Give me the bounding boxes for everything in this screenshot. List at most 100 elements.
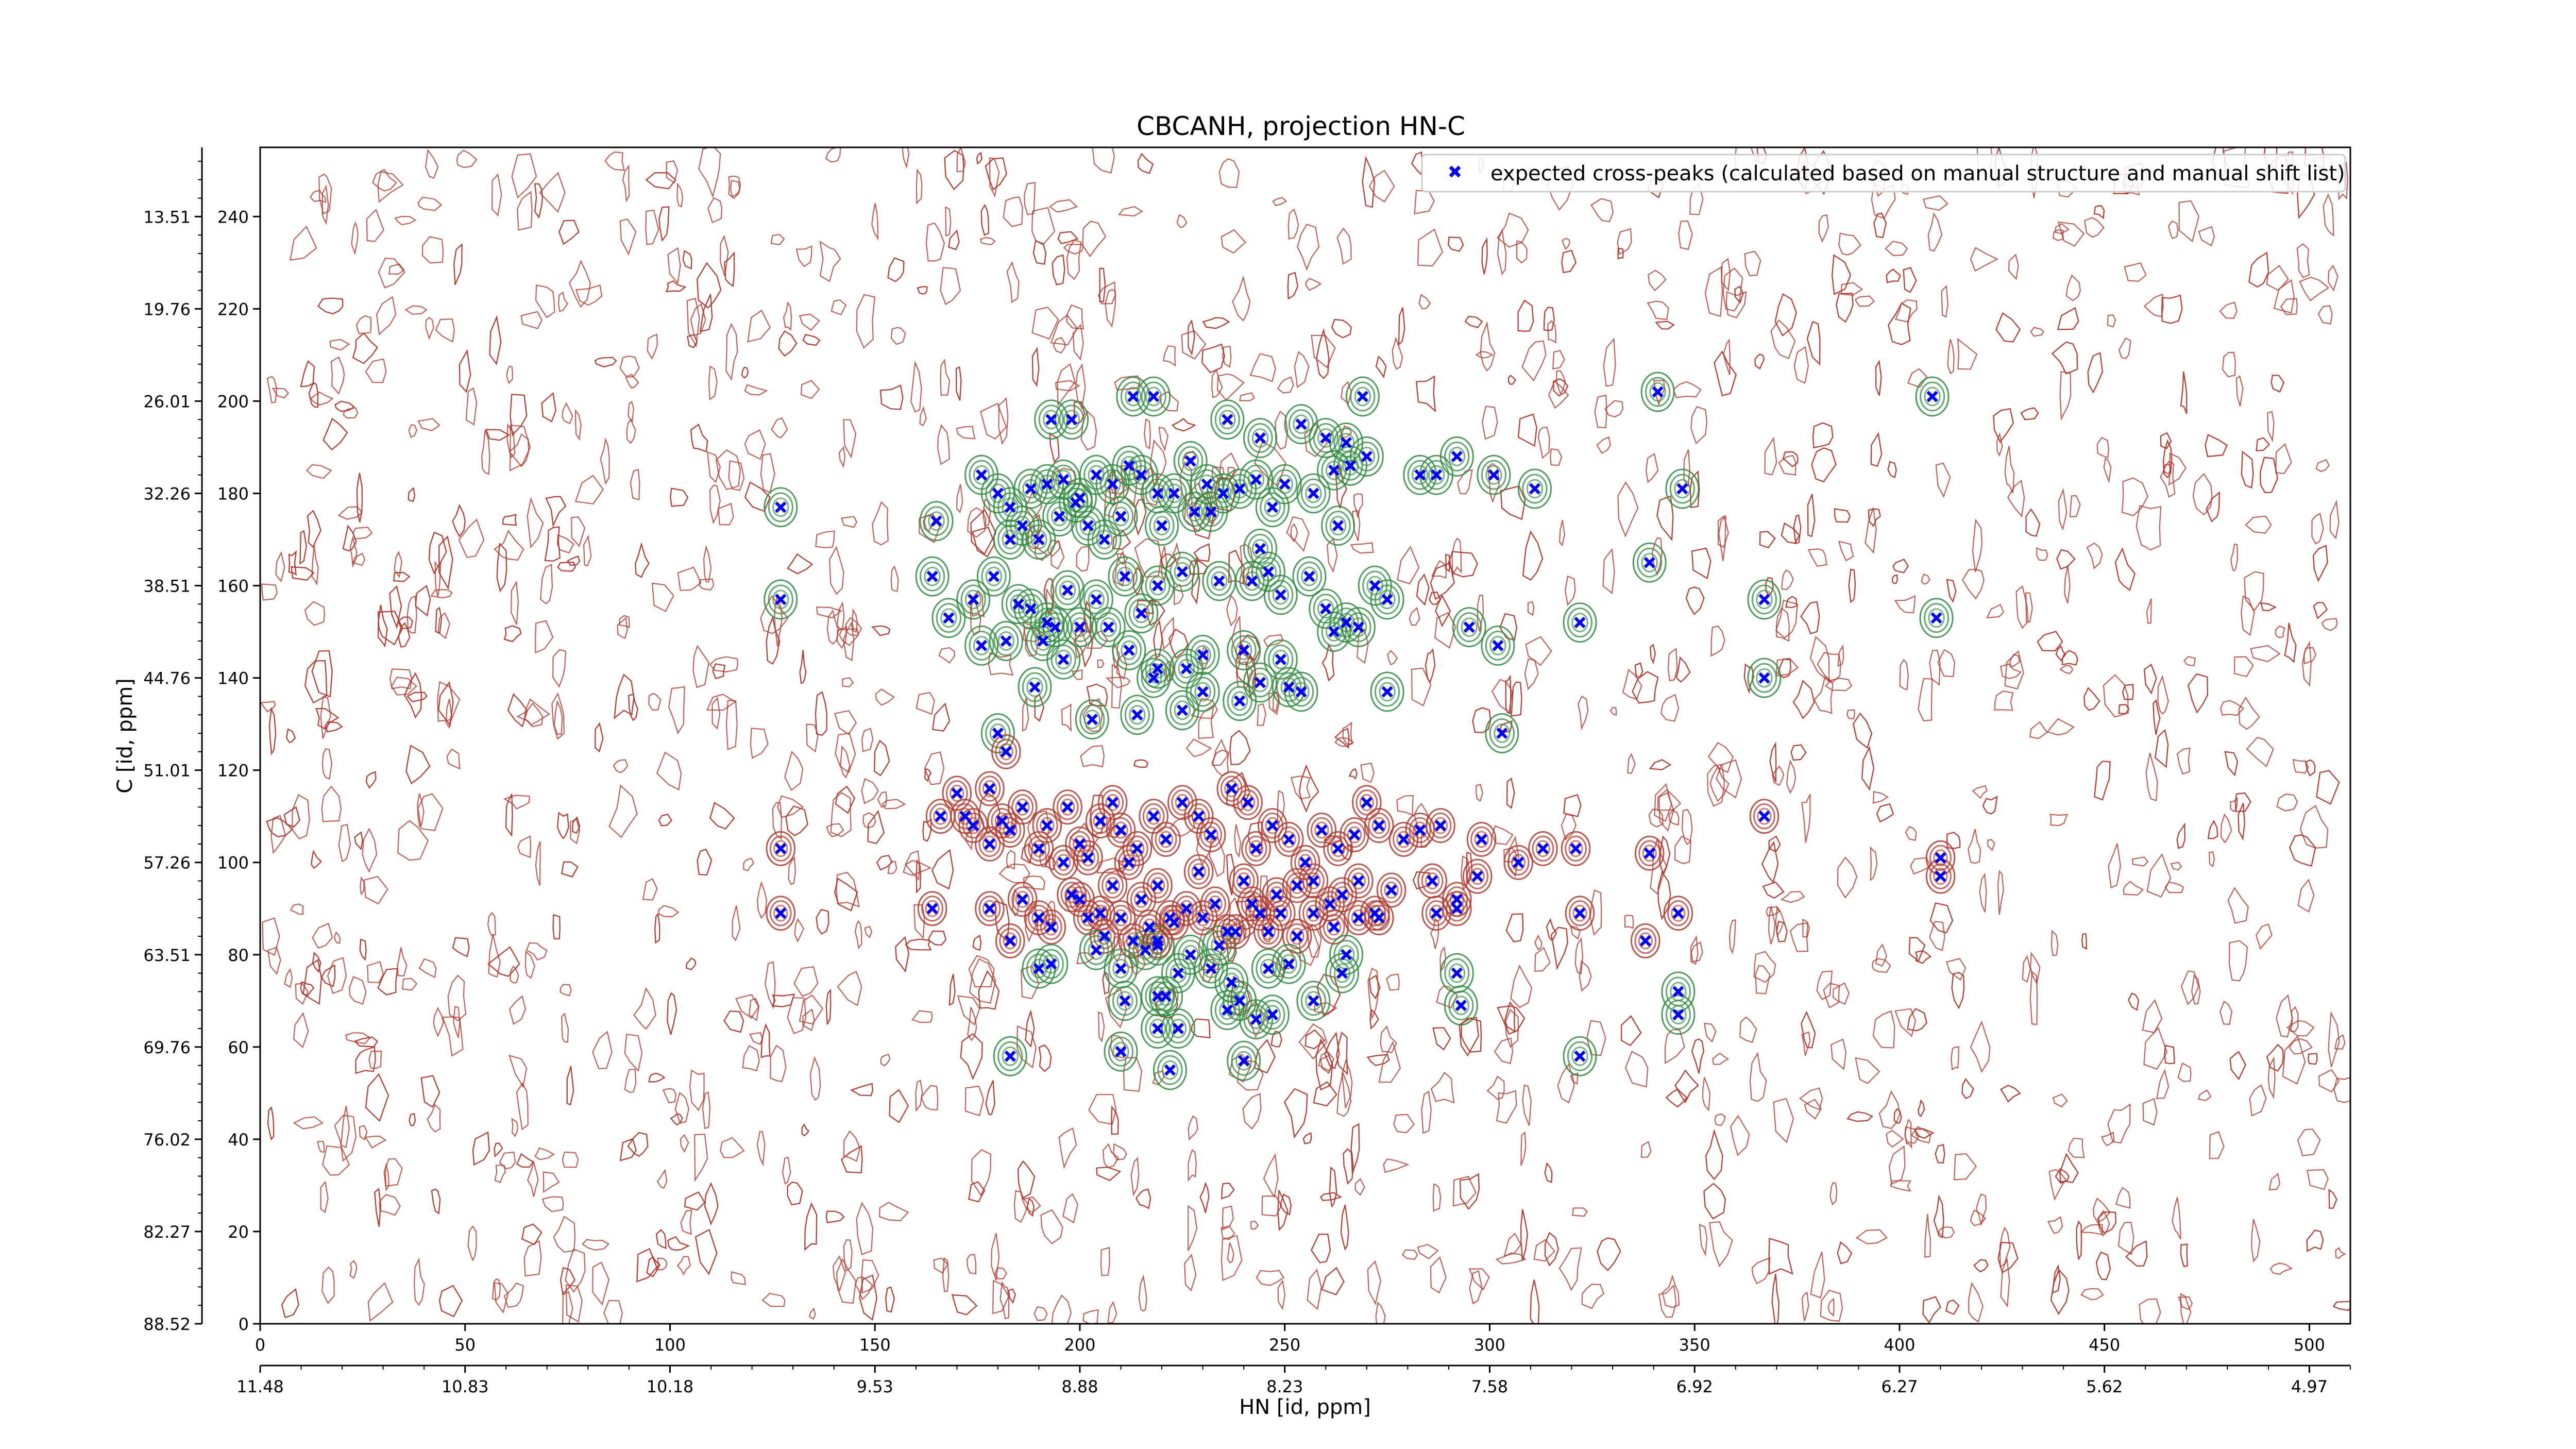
- peak-contour-ring: [1334, 886, 1350, 903]
- peak-contour-ring: [980, 713, 1015, 754]
- x-tick-label: 450: [2089, 1335, 2120, 1355]
- noise-contour: [1817, 652, 1841, 683]
- noise-contour: [1111, 664, 1123, 709]
- peak-contour-ring: [1323, 831, 1353, 866]
- noise-contour: [1221, 1235, 1243, 1281]
- cross-peak-marker: [1643, 847, 1655, 859]
- peak-contour-ring: [1202, 502, 1219, 522]
- peak-contour-group: [1665, 468, 1700, 509]
- noise-contour: [1766, 906, 1780, 917]
- cross-peak-marker: [992, 727, 1004, 739]
- peak-contour-group: [1292, 556, 1327, 597]
- marker-stroke: [1238, 875, 1250, 887]
- cross-peak-marker: [1488, 469, 1500, 481]
- x-ppm-tick-label: 11.48: [236, 1377, 284, 1396]
- marker-stroke: [1316, 824, 1328, 836]
- noise-contour: [1050, 314, 1078, 346]
- peak-contour-ring: [1214, 405, 1240, 435]
- peak-contour-ring: [1198, 497, 1224, 527]
- noise-contour: [2321, 618, 2338, 631]
- marker-stroke: [1234, 483, 1246, 495]
- noise-contour: [2234, 792, 2251, 812]
- noise-contour: [1764, 436, 1777, 476]
- cross-peak-marker: [1037, 635, 1049, 647]
- noise-contour: [1824, 678, 1853, 692]
- noise-contour: [2266, 1043, 2284, 1072]
- peak-contour-group: [1565, 896, 1595, 931]
- noise-contour: [948, 229, 960, 250]
- noise-contour: [1703, 1022, 1717, 1043]
- noise-contour: [345, 1032, 371, 1044]
- peak-contour-ring: [1178, 446, 1204, 476]
- noise-contour: [967, 1007, 977, 1041]
- noise-contour: [1476, 784, 1483, 802]
- cross-peak-marker: [1336, 967, 1348, 979]
- noise-contour: [825, 1210, 845, 1223]
- noise-contour: [1366, 1054, 1390, 1066]
- noise-contour: [1914, 1128, 1935, 1139]
- marker-stroke: [1180, 663, 1192, 675]
- noise-contour: [349, 976, 367, 1005]
- noise-contour: [1417, 228, 1443, 267]
- noise-contour: [694, 1133, 708, 1182]
- peak-contour-ring: [1263, 639, 1298, 680]
- peak-contour-ring: [1346, 612, 1371, 643]
- noise-contour: [667, 247, 681, 284]
- noise-contour: [2208, 851, 2215, 868]
- peak-contour-ring: [1040, 914, 1062, 940]
- peak-contour-ring: [1305, 991, 1322, 1011]
- x-tick-label: 500: [2294, 1335, 2325, 1355]
- noise-contour: [1188, 1205, 1198, 1251]
- peak-contour-ring: [966, 817, 981, 834]
- noise-contour: [377, 171, 404, 203]
- peak-contour-ring: [1128, 598, 1154, 629]
- noise-contour: [676, 1256, 691, 1276]
- peak-contour-ring: [1198, 953, 1224, 984]
- peak-contour-ring: [1093, 812, 1108, 830]
- noise-contour: [2238, 803, 2245, 841]
- noise-contour: [1193, 543, 1211, 562]
- marker-stroke: [1672, 907, 1684, 919]
- noise-contour: [574, 475, 604, 504]
- peak-contour-ring: [1124, 593, 1159, 634]
- noise-contour: [1597, 1237, 1621, 1271]
- noise-contour: [2115, 1187, 2131, 1209]
- noise-contour: [662, 1088, 677, 1104]
- noise-contour: [648, 693, 662, 711]
- noise-contour: [980, 402, 1007, 440]
- noise-contour: [2323, 193, 2334, 237]
- noise-contour: [377, 968, 398, 996]
- noise-contour: [2015, 585, 2029, 629]
- noise-contour: [1216, 373, 1245, 401]
- peak-contour-ring: [1239, 999, 1274, 1040]
- noise-contour: [885, 1286, 895, 1313]
- noise-contour: [1521, 340, 1547, 382]
- noise-contour: [1707, 742, 1734, 773]
- peak-contour-group: [964, 625, 999, 666]
- cross-peak-marker: [1320, 603, 1332, 615]
- noise-contour: [2167, 220, 2179, 240]
- peak-contour-ring: [1446, 886, 1468, 913]
- noise-contour: [1840, 282, 1863, 296]
- marker-stroke: [992, 727, 1004, 739]
- noise-contour: [524, 950, 536, 979]
- peak-contour-group: [1141, 565, 1175, 606]
- cross-peak-marker: [775, 594, 787, 605]
- noise-contour: [626, 418, 636, 444]
- peak-contour-ring: [1317, 599, 1334, 619]
- cross-peak-marker: [1209, 898, 1221, 910]
- peak-contour-group: [917, 891, 947, 926]
- noise-contour: [1097, 1011, 1105, 1043]
- marker-stroke: [1935, 852, 1946, 864]
- peak-contour-ring: [1185, 634, 1220, 675]
- peak-contour-ring: [1223, 681, 1257, 721]
- noise-contour: [719, 1137, 745, 1158]
- noise-contour: [427, 1104, 441, 1133]
- noise-contour: [1230, 975, 1250, 1016]
- noise-contour: [1313, 1081, 1337, 1107]
- peak-contour-ring: [1063, 410, 1080, 430]
- noise-contour: [658, 206, 670, 242]
- peak-contour-ring: [928, 511, 945, 531]
- cross-peak-marker: [1234, 995, 1246, 1007]
- noise-contour: [290, 903, 304, 915]
